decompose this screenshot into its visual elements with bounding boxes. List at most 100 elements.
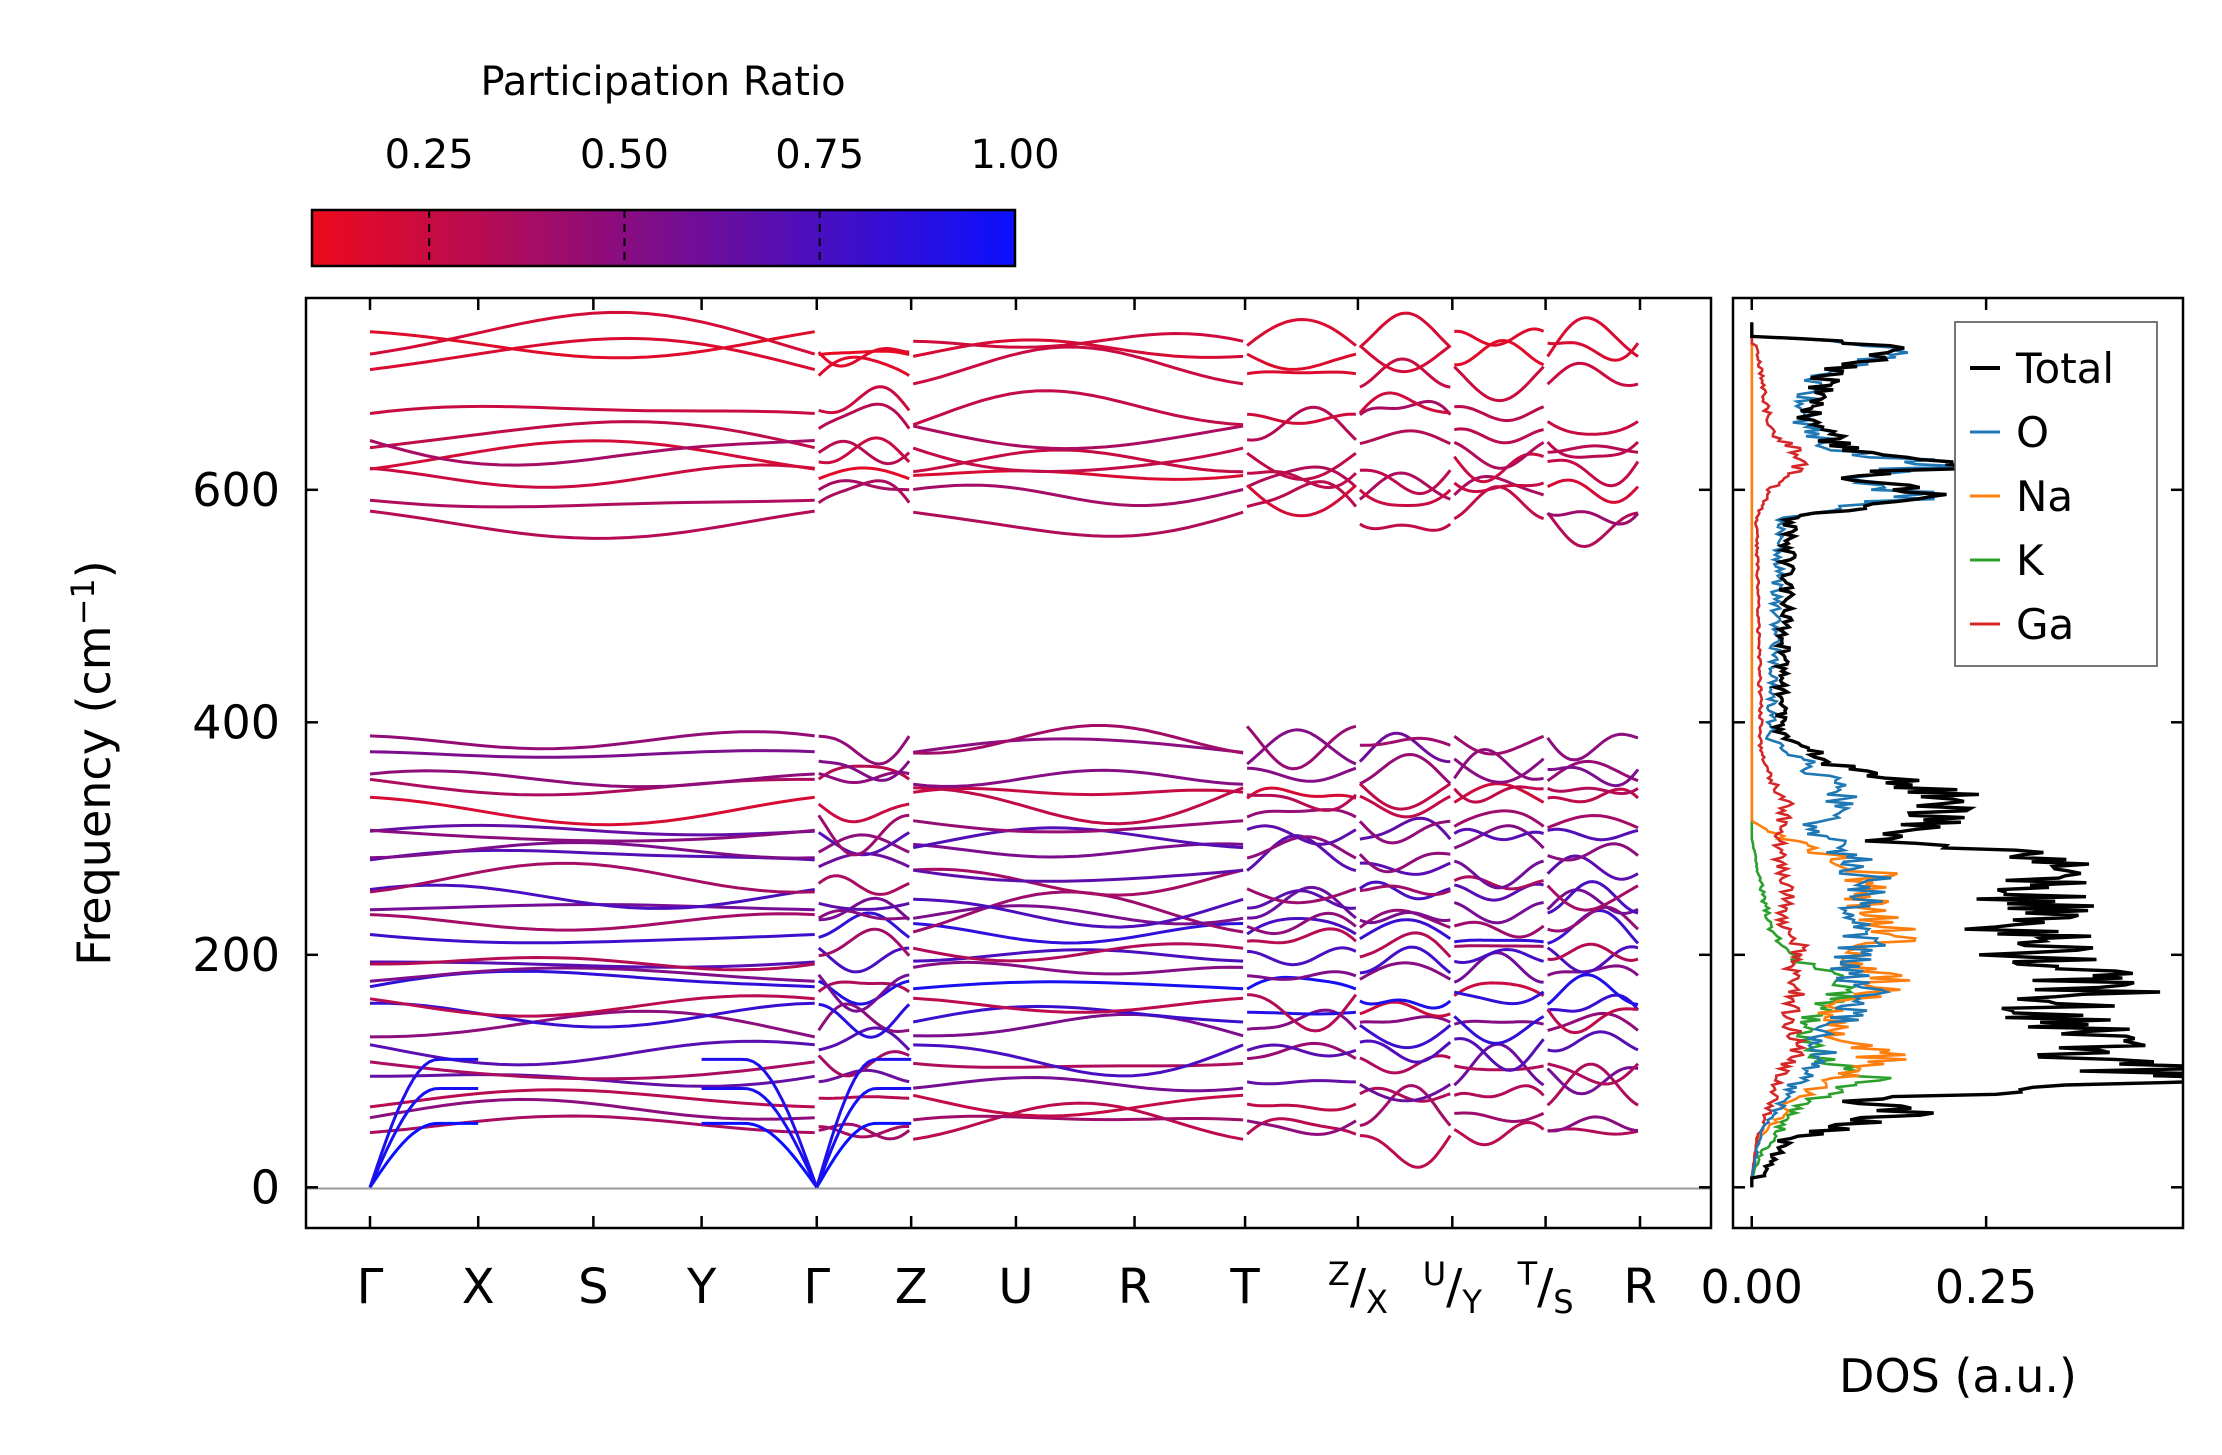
- phonon-band: [913, 842, 1244, 859]
- phonon-band: [1546, 420, 1639, 436]
- band-x-axis: Γ X S Y Γ Z U R T Z/X U/Y T/S R: [357, 298, 1657, 1321]
- phonon-band: [1454, 427, 1544, 445]
- phonon-band: [913, 980, 1244, 991]
- kpoint-label: Γ: [357, 1259, 384, 1315]
- phonon-band: [818, 466, 910, 481]
- phonon-band: [1454, 944, 1544, 948]
- phonon-band: [1454, 1037, 1545, 1072]
- phonon-band: [1546, 945, 1639, 974]
- phonon-band: [1359, 429, 1451, 446]
- phonon-band: [817, 439, 911, 466]
- acoustic-band: [701, 1057, 819, 1188]
- phonon-band: [369, 730, 815, 751]
- phonon-band: [1246, 824, 1357, 846]
- phonon-band: [818, 901, 910, 911]
- colorbar-tick-labels: 0.25 0.50 0.75 1.00: [385, 132, 1060, 178]
- phonon-band: [370, 955, 815, 972]
- legend-label-na: Na: [2016, 472, 2073, 521]
- dos-x-tick-label: 0.00: [1701, 1260, 1803, 1314]
- phonon-band: [1547, 842, 1639, 862]
- phonon-band: [1246, 917, 1357, 936]
- phonon-band: [1453, 827, 1544, 842]
- phonon-band: [818, 759, 911, 782]
- kpoint-label: T: [1229, 1259, 1260, 1315]
- phonon-bands: [368, 310, 1640, 1189]
- phonon-band: [1359, 399, 1452, 416]
- phonon-band: [1358, 782, 1452, 811]
- phonon-band: [817, 980, 911, 993]
- phonon-band: [1247, 970, 1357, 981]
- kpoint-label: R: [1118, 1259, 1151, 1315]
- phonon-band: [1547, 787, 1640, 804]
- acoustic-band: [815, 1057, 912, 1188]
- dos-axes-ticks: 0.00 0.25: [1701, 298, 2183, 1314]
- phonon-band: [817, 946, 910, 974]
- phonon-band: [912, 1004, 1244, 1024]
- kpoint-label: T/S: [1517, 1255, 1574, 1321]
- phonon-band: [369, 463, 815, 489]
- phonon-band: [1453, 785, 1544, 804]
- phonon-band: [1547, 510, 1640, 526]
- dos-legend: Total O Na K Ga: [1954, 321, 2158, 667]
- phonon-band: [818, 1068, 910, 1084]
- phonon-band: [1547, 942, 1639, 963]
- phonon-band: [1547, 444, 1639, 454]
- phonon-band: [817, 1050, 910, 1078]
- phonon-band: [912, 1093, 1244, 1118]
- band-y-axis-label: Frequency (cm−1): [64, 560, 121, 965]
- phonon-band: [1453, 481, 1545, 494]
- phonon-band: [1359, 736, 1451, 747]
- acoustic-band: [815, 1087, 912, 1188]
- phonon-band: [1359, 961, 1452, 981]
- phonon-band: [1454, 338, 1545, 367]
- kpoint-label: X: [462, 1259, 495, 1315]
- phonon-band: [1359, 884, 1451, 896]
- phonon-band: [1246, 352, 1357, 371]
- phonon-band: [1358, 311, 1452, 349]
- acoustic-band: [368, 1087, 479, 1188]
- acoustic-band: [701, 1121, 818, 1189]
- phonon-band: [818, 1026, 911, 1052]
- phonon-band: [913, 786, 1244, 826]
- phonon-band: [818, 1095, 910, 1100]
- phonon-band: [1359, 998, 1452, 1010]
- phonon-band: [1546, 1007, 1639, 1035]
- phonon-band: [913, 897, 1244, 929]
- kpoint-label: Z: [895, 1259, 928, 1315]
- phonon-band: [369, 330, 815, 360]
- phonon-band: [1246, 911, 1357, 936]
- phonon-band: [1546, 1062, 1639, 1107]
- phonon-band: [1246, 1119, 1357, 1136]
- phonon-band: [1359, 794, 1451, 819]
- phonon-band: [818, 770, 910, 784]
- phonon-band: [369, 420, 816, 450]
- phonon-band: [1359, 468, 1452, 496]
- phonon-band: [369, 777, 815, 797]
- phonon-band: [1359, 861, 1451, 876]
- phonon-band: [1453, 747, 1544, 781]
- phonon-band: [1546, 1066, 1639, 1096]
- phonon-band: [1453, 809, 1545, 828]
- phonon-band: [912, 942, 1244, 963]
- phonon-band: [1247, 766, 1357, 783]
- phonon-band: [1453, 1084, 1545, 1099]
- colorbar-tick-label: 0.50: [580, 132, 669, 178]
- legend-label-o: O: [2016, 408, 2049, 457]
- phonon-band: [369, 994, 815, 1018]
- dos-axes-frame: [1731, 296, 2185, 1230]
- phonon-band: [1546, 732, 1639, 762]
- phonon-band: [1453, 365, 1545, 403]
- phonon-band: [1547, 786, 1639, 796]
- legend-label-total: Total: [2015, 344, 2114, 393]
- phonon-band: [1453, 1015, 1545, 1045]
- kpoint-label: Γ: [803, 1259, 830, 1315]
- phonon-band: [1453, 1019, 1544, 1026]
- phonon-band: [1246, 317, 1357, 347]
- phonon-band: [912, 345, 1244, 386]
- phonon-band: [1453, 1120, 1545, 1147]
- colorbar-tick-label: 1.00: [970, 132, 1059, 178]
- kpoint-label: Y: [686, 1259, 717, 1315]
- phonon-band: [1546, 973, 1639, 1006]
- phonon-band: [817, 973, 910, 1013]
- phonon-band: [1546, 888, 1639, 915]
